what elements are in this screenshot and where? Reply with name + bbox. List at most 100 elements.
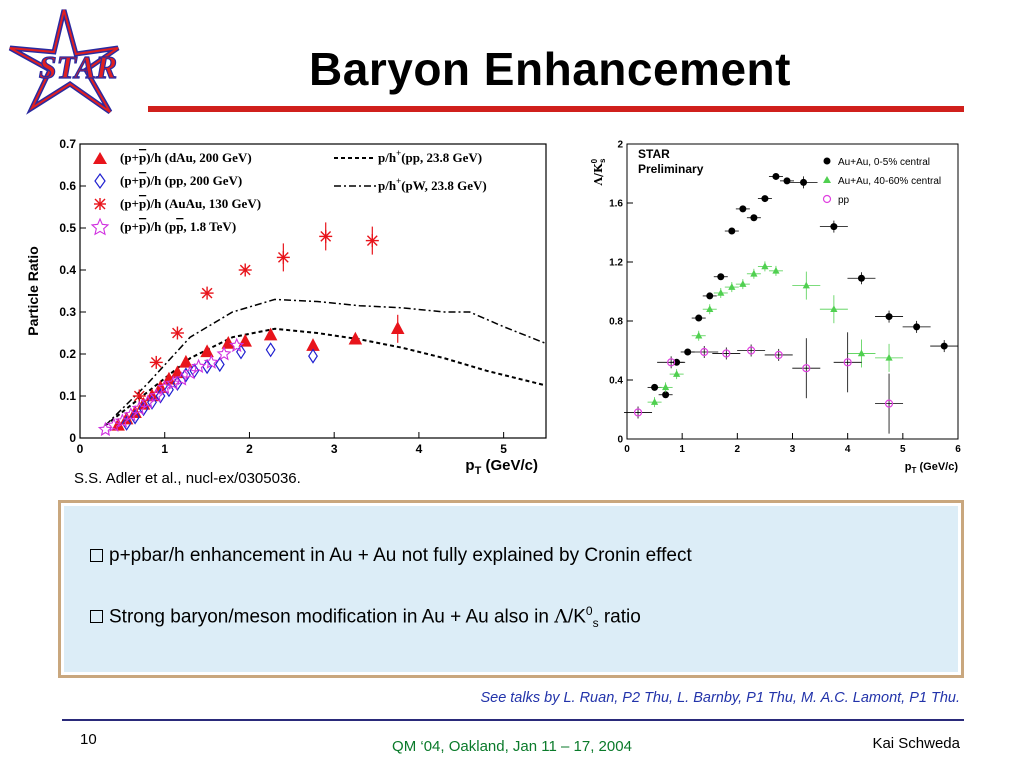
x-tick-label: 0 — [77, 442, 84, 456]
data-point-triangle — [263, 327, 278, 341]
legend-entry-pp: (p+p)/h (pp, 200 GeV) — [120, 173, 242, 188]
data-point-triangle — [162, 371, 176, 385]
data-point-circle — [728, 227, 736, 235]
data-point-circle — [772, 172, 780, 180]
y-tick-label: 0.8 — [609, 317, 623, 328]
data-point-triangle — [695, 331, 703, 339]
data-point-star — [106, 417, 122, 432]
chart-title-star: STAR — [638, 147, 670, 161]
plot-frame — [79, 143, 547, 439]
x-tick-label: 5 — [900, 444, 906, 455]
data-point-circle — [800, 178, 808, 186]
data-point-circle — [750, 214, 758, 222]
data-point-triangle — [348, 331, 363, 345]
data-point-star — [191, 358, 207, 374]
data-point-asterisk — [365, 234, 379, 248]
slide-title: Baryon Enhancement — [309, 43, 791, 95]
footer-rule — [62, 719, 964, 721]
checkbox-bullet-icon — [90, 549, 103, 562]
talks-note: See talks by L. Ruan, P2 Thu, L. Barnby,… — [480, 690, 960, 706]
data-point-triangle — [802, 281, 810, 289]
data-point-triangle — [857, 349, 866, 357]
data-point-circle — [739, 205, 747, 213]
slash-k: /K — [567, 606, 586, 628]
y-tick-label: 0.5 — [59, 221, 76, 235]
legend-marker-pp — [822, 194, 832, 204]
legend-entry-ppbar: (p+p)/h (pp, 1.8 TeV) — [120, 219, 236, 234]
data-point-circle — [684, 348, 692, 356]
data-point-triangle — [153, 380, 168, 393]
legend-marker-triangle — [93, 152, 107, 164]
y-tick-label: 0.4 — [59, 263, 76, 277]
data-point-star — [157, 379, 173, 395]
y-tick-label: 0.2 — [59, 347, 76, 361]
logo-text: STAR — [39, 49, 117, 85]
x-tick-label: 4 — [845, 444, 851, 455]
star-logo: STAR — [8, 9, 120, 115]
data-point-triangle — [706, 305, 714, 312]
data-point-diamond — [308, 348, 318, 364]
data-point-triangle — [761, 262, 769, 270]
particle-ratio-chart: 0 1 2 3 4 5 0 0.1 0.2 0.3 0.4 0.5 0.6 0.7 Particle Ra… — [25, 137, 547, 477]
data-point-circle — [940, 342, 948, 350]
x-tick-label: 1 — [161, 442, 168, 456]
bullet-lambda-ratio: Strong baryon/meson modification in Au +… — [90, 604, 641, 630]
data-point-circle — [706, 292, 714, 300]
data-point-triangle — [739, 280, 747, 287]
legend-curve-pp: p/h+(pp, 23.8 GeV) — [378, 148, 482, 165]
data-point-triangle — [179, 354, 193, 368]
x-tick-label: 2 — [246, 442, 253, 456]
legend-entry-peripheral: Au+Au, 40-60% central — [838, 176, 941, 187]
legend-curve-pw: p/h+(pW, 23.8 GeV) — [378, 176, 487, 193]
y-tick-label: 0 — [69, 431, 76, 445]
data-point-circle — [830, 223, 838, 231]
legend-marker-central — [823, 157, 831, 165]
data-point-triangle — [200, 344, 214, 358]
data-point-circle — [651, 383, 659, 391]
data-point-star — [229, 337, 245, 353]
legend-entry-pp: pp — [838, 195, 850, 206]
data-point-circle-open — [802, 364, 811, 373]
data-point-circle-open — [722, 349, 731, 358]
data-point-triangle — [772, 266, 780, 274]
data-point-circle — [662, 391, 670, 399]
x-axis-label: pT (GeV/c) — [465, 457, 538, 477]
y-tick-label: 0.3 — [59, 305, 76, 319]
title-underline — [148, 106, 964, 112]
footer-conference: QM ‘04, Oakland, Jan 11 – 17, 2004 — [392, 738, 632, 755]
data-point-triangle — [306, 338, 320, 351]
data-point-asterisk — [200, 286, 214, 300]
data-point-circle-open — [747, 346, 756, 355]
data-point-triangle — [885, 353, 893, 361]
data-point-triangle — [662, 383, 670, 391]
y-axis-label: Particle Ratio — [25, 246, 41, 335]
data-point-asterisk — [132, 389, 146, 403]
data-point-circle-open — [700, 347, 709, 357]
legend-entry-auau: (p+p)/h (AuAu, 130 GeV) — [120, 196, 261, 211]
data-point-triangle — [111, 417, 125, 431]
y-tick-label: 1.2 — [609, 258, 623, 269]
data-point-circle — [913, 323, 921, 331]
data-point-diamond — [121, 415, 132, 431]
y-tick-label: 2 — [617, 140, 623, 151]
data-point-asterisk — [276, 250, 290, 264]
data-point-triangle — [221, 336, 236, 349]
summary-box — [64, 506, 958, 672]
footer-author: Kai Schweda — [872, 735, 960, 752]
data-point-triangle — [717, 288, 725, 296]
data-point-circle — [783, 177, 791, 185]
legend-marker-diamond — [94, 172, 106, 190]
data-point-circle-open — [843, 358, 852, 367]
data-point-circle-open — [667, 358, 676, 367]
data-point-triangle — [830, 305, 838, 312]
curve-dashed — [104, 327, 547, 427]
y-tick-label: 0.6 — [59, 179, 76, 193]
data-point-triangle — [728, 283, 736, 290]
legend-marker-star — [90, 217, 110, 236]
lambda-symbol: Λ — [554, 605, 568, 628]
subscript-s: s — [592, 616, 599, 631]
x-tick-label: 2 — [735, 444, 741, 455]
data-point-star — [216, 346, 232, 361]
data-point-star — [203, 354, 219, 369]
x-axis-label: pT (GeV/c) — [905, 461, 959, 475]
